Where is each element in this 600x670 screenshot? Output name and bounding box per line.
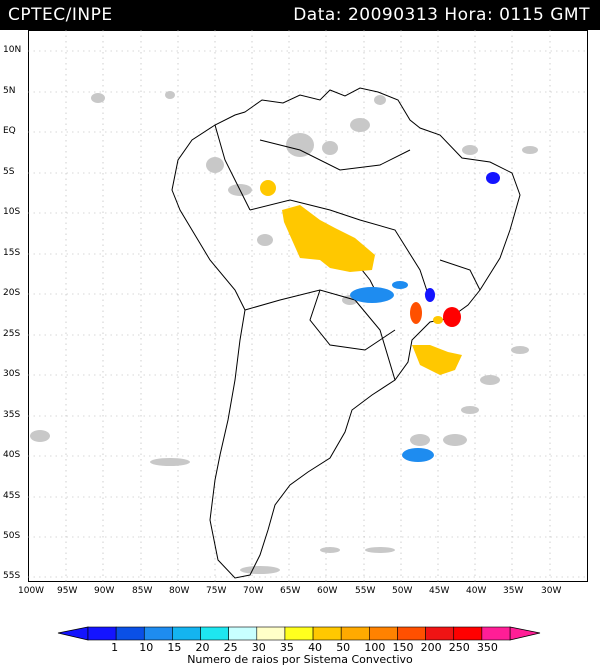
legend-color-segment <box>284 626 314 641</box>
cloud-cover <box>30 91 538 574</box>
legend-value-label: 250 <box>448 641 470 654</box>
lon-label: 90W <box>94 586 115 596</box>
lon-label: 70W <box>243 586 264 596</box>
lat-label: 50S <box>3 531 21 541</box>
legend-color-segment <box>369 626 398 641</box>
map-gridlines <box>28 30 588 582</box>
lon-label: 75W <box>206 586 227 596</box>
map-header: CPTEC/INPE Data: 20090313 Hora: 0115 GMT <box>0 0 600 30</box>
map-frame <box>28 30 588 582</box>
legend-color-segment <box>228 626 258 641</box>
lon-label: 50W <box>392 586 413 596</box>
lat-label: 15S <box>3 248 21 258</box>
legend-value-label: 25 <box>223 641 238 654</box>
legend-color-segment <box>87 626 117 641</box>
lat-label: 30S <box>3 369 21 379</box>
legend-color-segment <box>115 626 145 641</box>
lat-label: 10S <box>3 207 21 217</box>
legend-color-segment <box>172 626 201 641</box>
legend-color-segment <box>425 626 455 641</box>
legend-value-label: 30 <box>251 641 266 654</box>
legend-arrow-left <box>57 626 89 641</box>
legend-color-segment <box>453 626 483 641</box>
header-datetime: Data: 20090313 Hora: 0115 GMT <box>293 5 590 25</box>
lon-label: 95W <box>57 586 78 596</box>
lightning-cells <box>260 172 500 462</box>
lat-label: 35S <box>3 410 21 420</box>
legend-value-label: 10 <box>139 641 154 654</box>
lon-label: 45W <box>429 586 450 596</box>
legend-color-segment <box>200 626 229 641</box>
legend-arrow-right <box>509 626 541 641</box>
legend-value-label: 200 <box>420 641 442 654</box>
lat-label: 10N <box>3 45 22 55</box>
legend-value-label: 35 <box>279 641 294 654</box>
lon-label: 85W <box>132 586 153 596</box>
legend-value-label: 150 <box>392 641 414 654</box>
legend-color-segment <box>256 626 286 641</box>
legend-title: Numero de raios por Sistema Convectivo <box>187 653 413 666</box>
header-title: CPTEC/INPE <box>8 5 113 25</box>
lon-label: 80W <box>169 586 190 596</box>
legend-colorbar <box>57 626 541 641</box>
lon-label: 100W <box>18 586 45 596</box>
lat-label: 5N <box>3 86 16 96</box>
lat-label: 40S <box>3 450 21 460</box>
lat-label: EQ <box>3 126 16 136</box>
legend-color-segment <box>481 626 511 641</box>
legend-value-label: 20 <box>195 641 210 654</box>
continent-outline <box>171 87 521 579</box>
lat-label: 45S <box>3 491 21 501</box>
lon-label: 60W <box>317 586 338 596</box>
lat-label: 25S <box>3 329 21 339</box>
legend-color-segment <box>340 626 370 641</box>
legend-value-label: 1 <box>111 641 119 654</box>
lat-label: 55S <box>3 571 21 581</box>
legend-color-segment <box>143 626 173 641</box>
legend-value-label: 50 <box>336 641 351 654</box>
legend-color-segment <box>312 626 342 641</box>
lon-label: 55W <box>355 586 376 596</box>
legend-value-label: 40 <box>308 641 323 654</box>
lon-label: 65W <box>280 586 301 596</box>
legend-value-label: 350 <box>476 641 498 654</box>
lon-label: 40W <box>466 586 487 596</box>
legend-value-label: 100 <box>364 641 386 654</box>
lat-label: 20S <box>3 288 21 298</box>
lon-label: 30W <box>541 586 562 596</box>
legend-color-segment <box>397 626 426 641</box>
legend-value-label: 15 <box>167 641 182 654</box>
lat-label: 5S <box>3 167 15 177</box>
lon-label: 35W <box>503 586 524 596</box>
